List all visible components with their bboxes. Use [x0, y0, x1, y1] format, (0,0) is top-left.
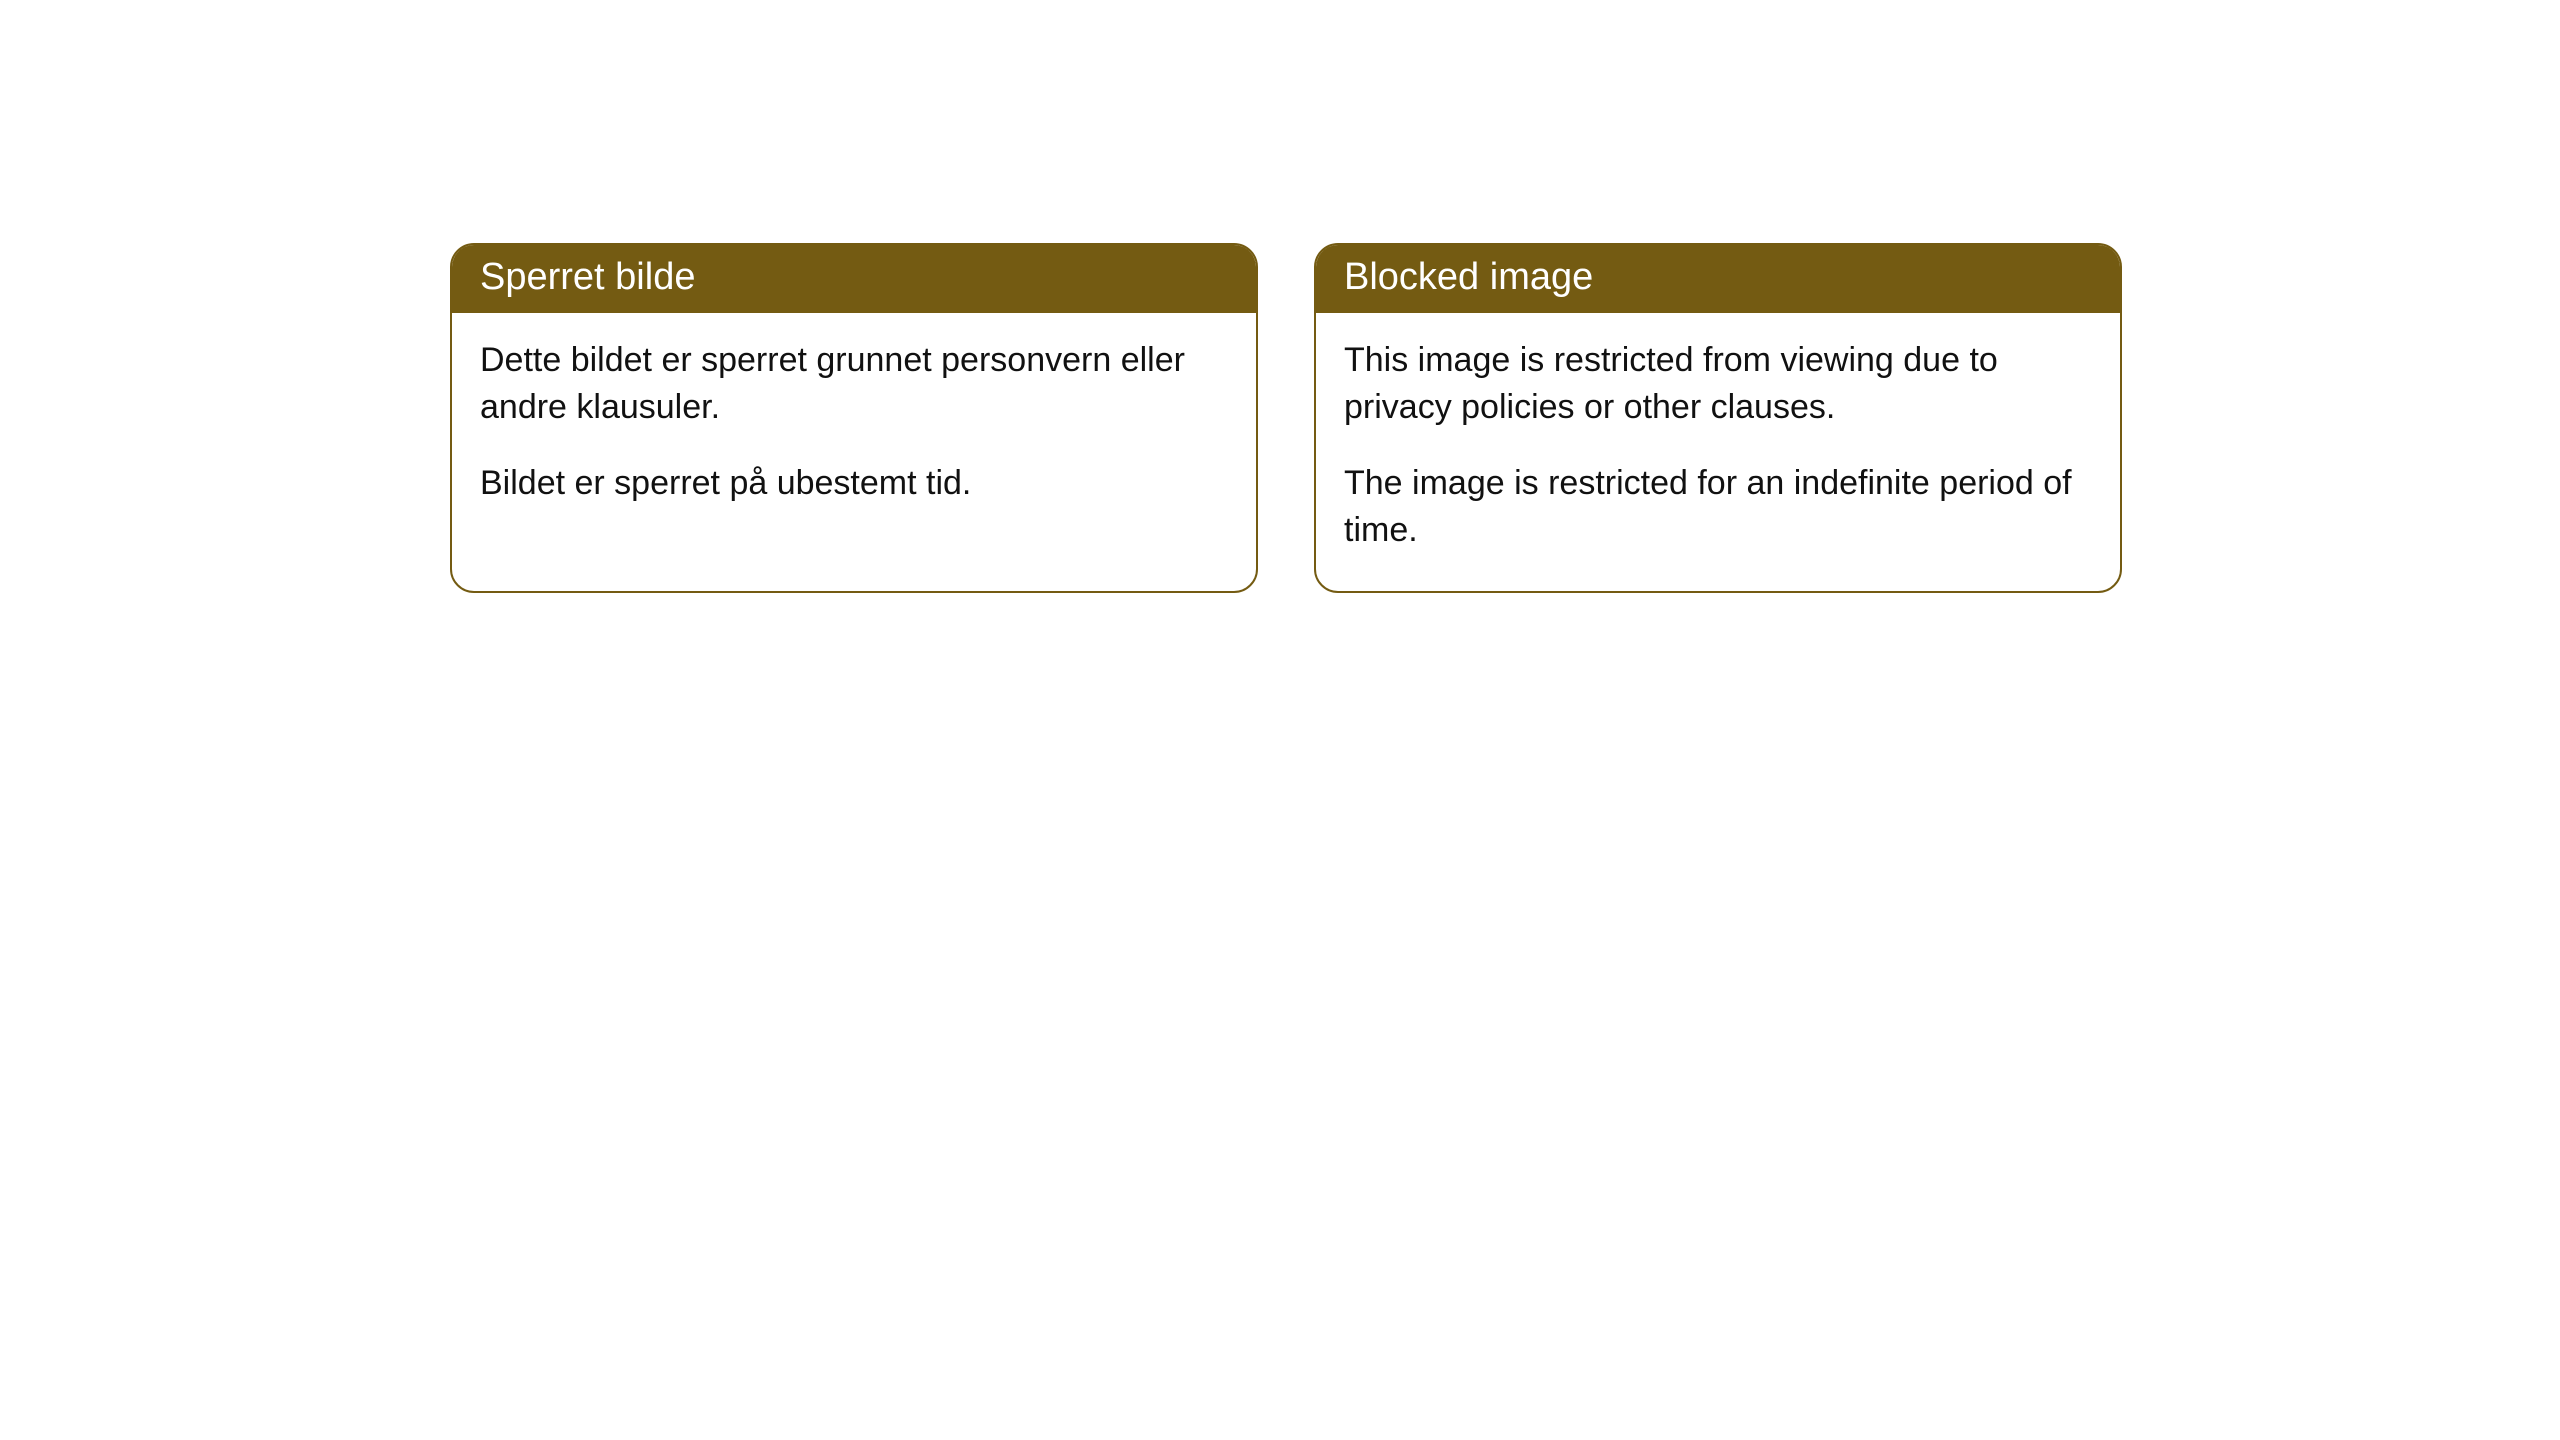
card-body-norwegian: Dette bildet er sperret grunnet personve… — [452, 313, 1256, 544]
card-header-english: Blocked image — [1316, 245, 2120, 313]
card-header-norwegian: Sperret bilde — [452, 245, 1256, 313]
card-text-english-1: This image is restricted from viewing du… — [1344, 337, 2092, 432]
card-body-english: This image is restricted from viewing du… — [1316, 313, 2120, 591]
blocked-image-card-english: Blocked image This image is restricted f… — [1314, 243, 2122, 593]
card-text-norwegian-2: Bildet er sperret på ubestemt tid. — [480, 460, 1228, 508]
card-text-norwegian-1: Dette bildet er sperret grunnet personve… — [480, 337, 1228, 432]
blocked-image-card-norwegian: Sperret bilde Dette bildet er sperret gr… — [450, 243, 1258, 593]
card-text-english-2: The image is restricted for an indefinit… — [1344, 460, 2092, 555]
notice-cards-container: Sperret bilde Dette bildet er sperret gr… — [450, 243, 2122, 593]
